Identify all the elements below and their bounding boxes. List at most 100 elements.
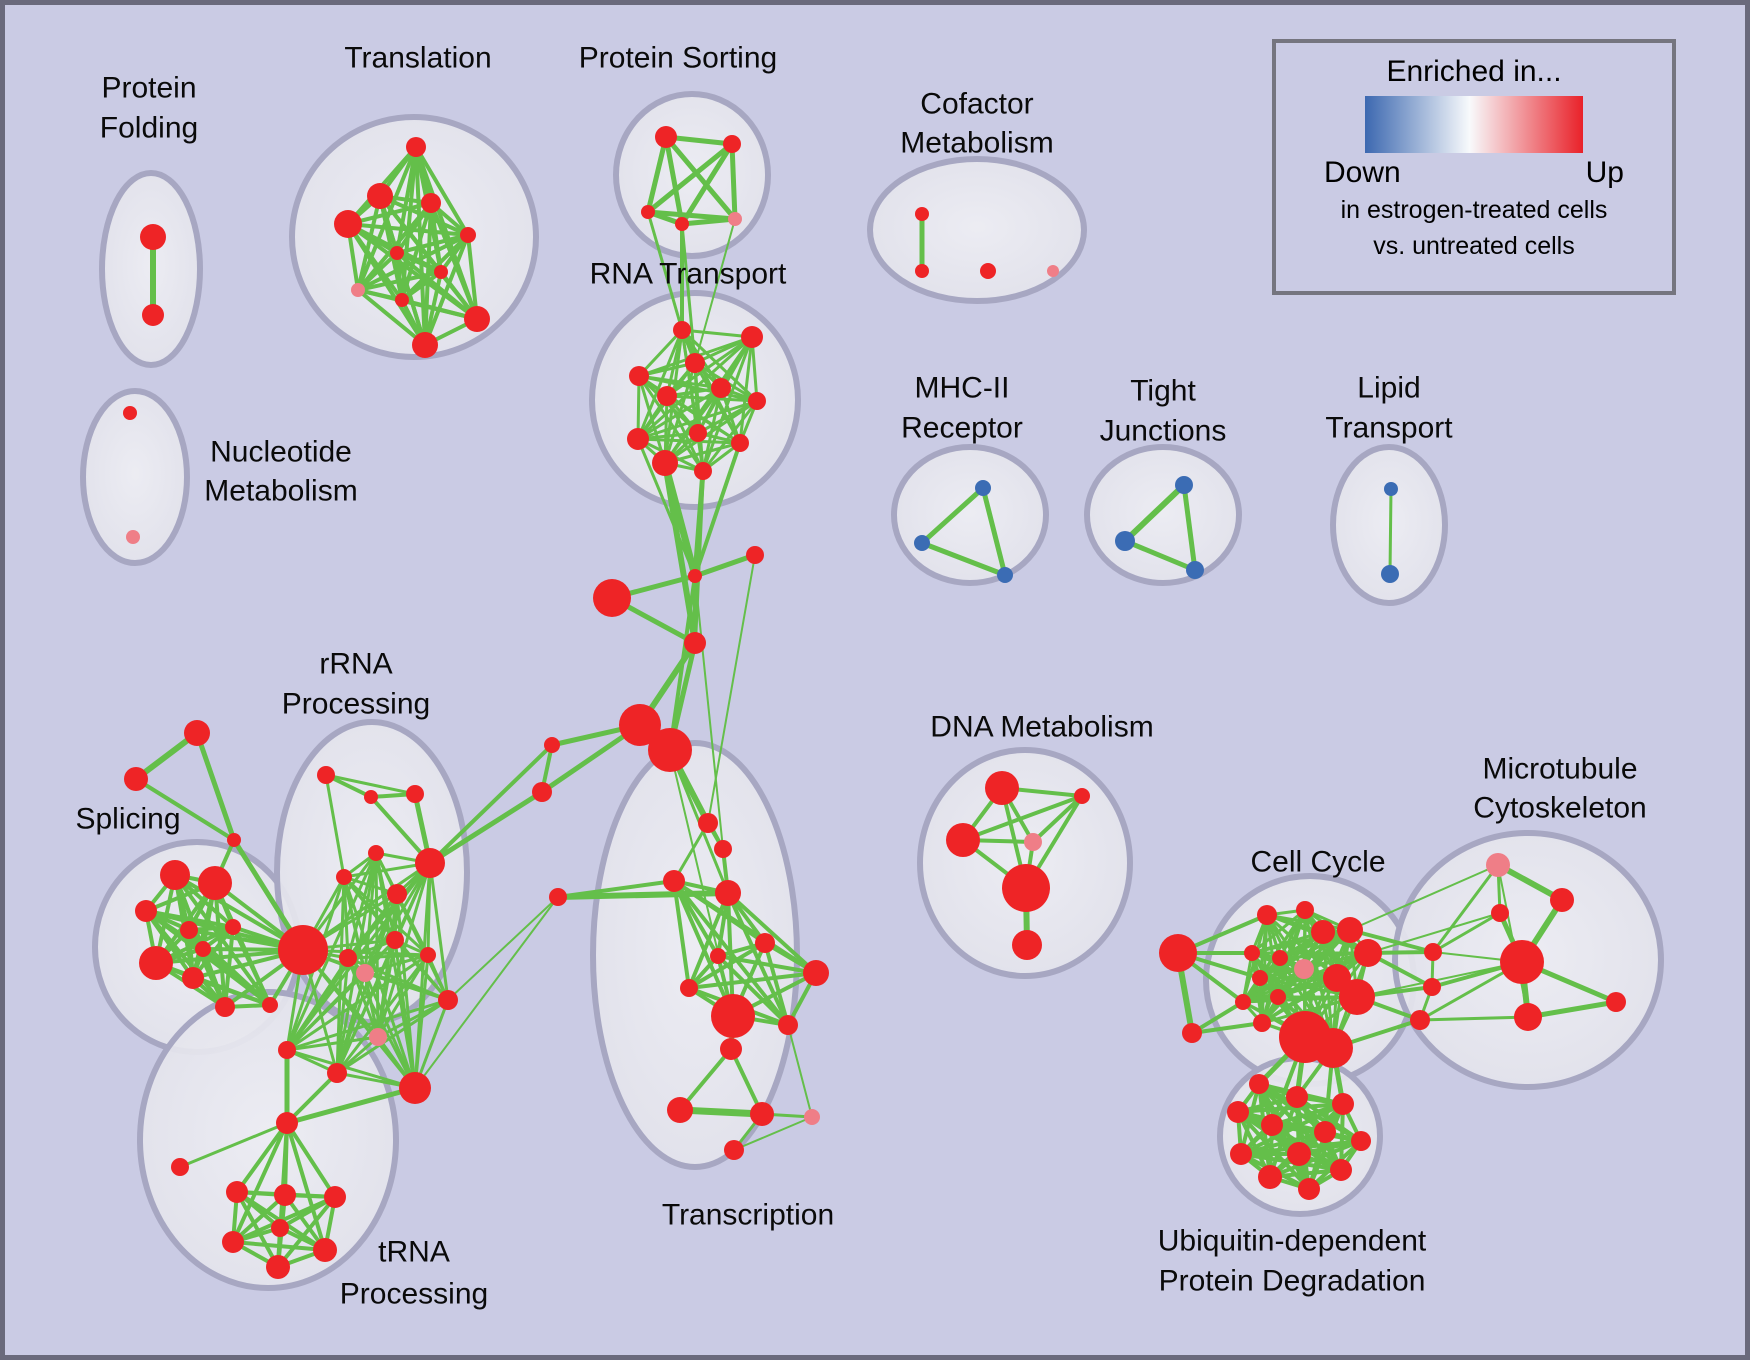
- node-TR12: [750, 1102, 774, 1126]
- labels-layer: Protein Folding Translation Protein Sorting…: [75, 42, 1646, 1311]
- edge-CC7-CC12: [1241, 951, 1254, 1004]
- edge-PS0-PS4: [663, 134, 738, 222]
- edge-R13-R14: [285, 1048, 417, 1090]
- edge-MT0-MT4: [1497, 864, 1529, 1018]
- cluster-label-microtubule-cytoskeleton-line1: Microtubule: [1482, 753, 1637, 786]
- legend-gradient-bar: [1365, 96, 1583, 153]
- edge-CC9-CC12: [1241, 967, 1306, 1004]
- edge-R0-R2: [324, 773, 417, 796]
- edge-TR3-TR7: [726, 891, 818, 975]
- edge-TN0-TN4: [285, 1121, 337, 1199]
- edge-T4-T5: [395, 233, 470, 255]
- node-T8: [395, 293, 409, 307]
- node-CC14: [1339, 979, 1375, 1015]
- node-B2: [1410, 1010, 1430, 1030]
- node-T1: [367, 183, 393, 209]
- node-R8: [386, 931, 404, 949]
- node-T0: [406, 137, 426, 157]
- node-CC2: [1257, 905, 1277, 925]
- edge-RT11-C0: [693, 441, 742, 578]
- edge-CC5-MT0: [1349, 864, 1499, 931]
- edge-R12-R15: [335, 998, 450, 1075]
- node-CC3: [1296, 901, 1314, 919]
- edge-T0-T4: [414, 145, 470, 237]
- node-TN7: [313, 1238, 337, 1262]
- edge-TR5-TR10: [716, 954, 790, 1027]
- node-CC9: [1294, 959, 1314, 979]
- node-TN5: [222, 1231, 244, 1253]
- cluster-ellipse-cofactor-metabolism: [867, 156, 1087, 304]
- edge-TR10-TR13: [787, 1024, 813, 1118]
- edge-RT6-RT10: [701, 399, 759, 473]
- edge-TN0-TN7: [285, 1121, 327, 1252]
- node-RT2: [685, 353, 705, 373]
- cluster-label-ubiquitin-degradation-line1: Ubiquitin-dependent: [1158, 1225, 1427, 1258]
- node-NM1: [126, 530, 140, 544]
- edge-RT5-RT10: [701, 386, 723, 473]
- edge-TJ0-TJ2: [1181, 482, 1198, 573]
- cluster-label-microtubule-cytoskeleton-line2: Cytoskeleton: [1473, 792, 1646, 825]
- node-D4: [1002, 864, 1050, 912]
- node-R11: [369, 1028, 387, 1046]
- node-MT4: [1514, 1003, 1542, 1031]
- edge-M0-M1: [919, 485, 986, 546]
- node-CC10: [1252, 970, 1268, 986]
- node-TJ0: [1175, 476, 1193, 494]
- edge-TN0-TN5: [231, 1121, 289, 1244]
- edge-T6-T8: [400, 270, 443, 302]
- edge-R7-R12: [335, 956, 350, 1075]
- edge-R5-R15: [428, 861, 450, 1002]
- node-TRI2: [227, 833, 241, 847]
- edge-TR11-TR12: [676, 1106, 766, 1118]
- node-C3: [684, 632, 706, 654]
- cluster-label-lipid-transport-line1: Lipid: [1357, 372, 1420, 405]
- node-TR3: [715, 880, 741, 906]
- edge-RT0-RT1: [680, 328, 754, 339]
- node-S3: [180, 921, 198, 939]
- node-S6: [195, 941, 211, 957]
- node-PS1: [723, 135, 741, 153]
- edge-S6-S9: [201, 947, 272, 1007]
- edge-R10-R12: [335, 953, 430, 1075]
- cluster-label-transcription: Transcription: [662, 1199, 834, 1232]
- legend-endpoints: Down Up: [1324, 156, 1624, 190]
- edge-RT0-RT3: [637, 328, 684, 378]
- cluster-ellipse-tight-junctions: [1084, 444, 1242, 586]
- node-TN0: [276, 1112, 298, 1134]
- edge-T4-T7: [356, 233, 470, 292]
- edge-TR3-TR6: [687, 891, 730, 990]
- edge-RT1-RT11: [738, 335, 754, 445]
- edge-TR4-TR10: [763, 941, 790, 1027]
- edge-TN0-TN2: [235, 1121, 289, 1194]
- node-MT5: [1606, 992, 1626, 1012]
- edge-T6-T7: [356, 270, 443, 292]
- cluster-label-ubiquitin-degradation-line2: Protein Degradation: [1159, 1265, 1426, 1298]
- edge-TR0-TR2: [672, 821, 710, 883]
- edge-T2-T3: [346, 201, 433, 226]
- edge-C0-H2: [668, 574, 697, 752]
- node-TN4: [324, 1186, 346, 1208]
- edge-TRI0-TRI2: [194, 730, 237, 843]
- node-R14: [399, 1072, 431, 1104]
- node-TR10: [778, 1015, 798, 1035]
- cluster-label-lipid-transport-line2: Transport: [1325, 412, 1453, 445]
- cluster-label-rna-transport: RNA Transport: [590, 258, 787, 291]
- edge-TN0-TN1: [178, 1121, 289, 1169]
- edge-PS2-PS4: [645, 209, 738, 222]
- node-S9: [262, 997, 278, 1013]
- edge-R11-R13: [285, 1035, 380, 1052]
- legend-box: Enriched in... Down Up in estrogen-treat…: [1272, 39, 1676, 295]
- node-H2: [648, 728, 692, 772]
- edge-TR5-TR7: [716, 954, 818, 975]
- node-D5: [1012, 930, 1042, 960]
- cluster-label-nucleotide-metabolism-line1: Nucleotide: [210, 436, 352, 469]
- node-U8: [1287, 1142, 1311, 1166]
- node-TRI0: [184, 720, 210, 746]
- node-TN1: [171, 1158, 189, 1176]
- node-CC6: [1354, 939, 1382, 967]
- node-R12: [327, 1063, 347, 1083]
- cluster-label-nucleotide-metabolism-line2: Metabolism: [204, 475, 357, 508]
- node-CF2: [980, 263, 996, 279]
